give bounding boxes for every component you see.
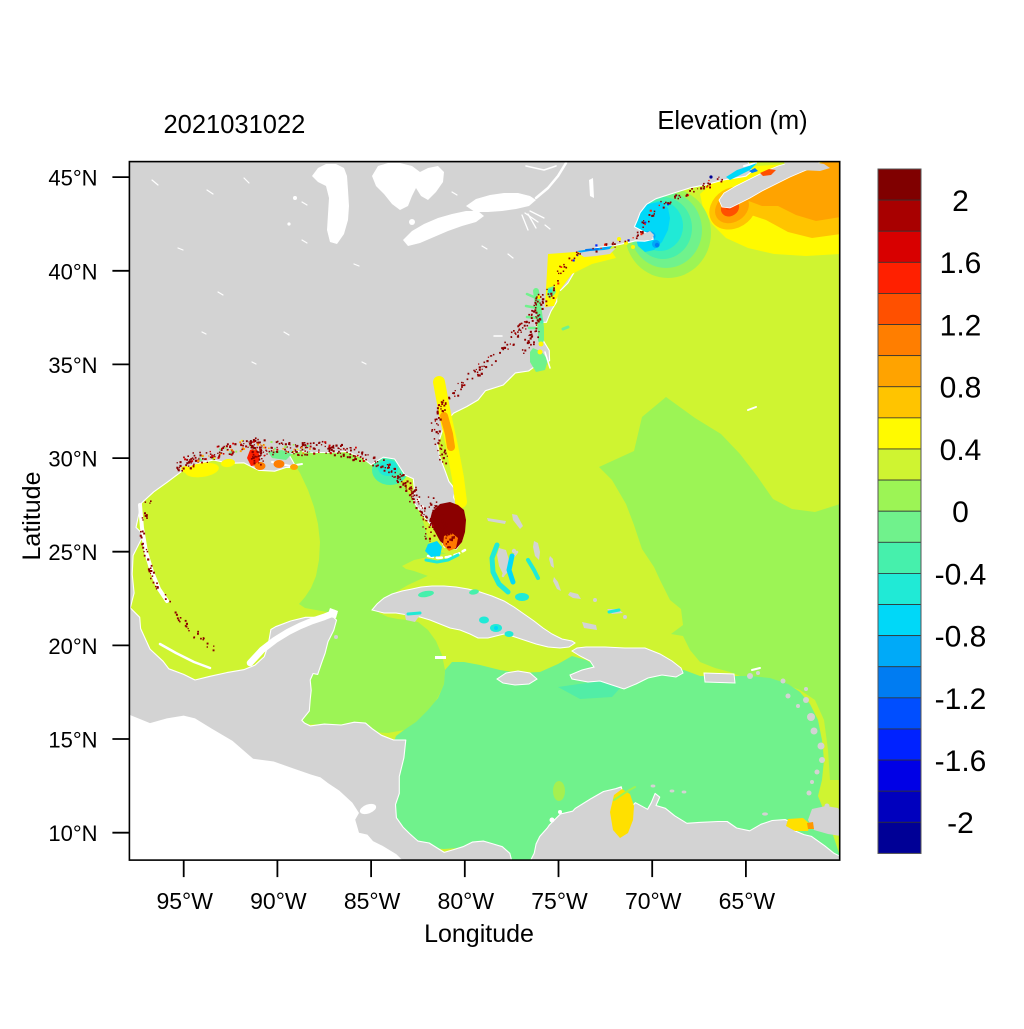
- svg-text:15°N: 15°N: [48, 728, 97, 753]
- svg-text:1.2: 1.2: [940, 309, 982, 342]
- svg-text:85°W: 85°W: [344, 888, 401, 914]
- svg-text:Elevation (m): Elevation (m): [657, 107, 807, 135]
- svg-text:2: 2: [952, 185, 969, 218]
- svg-text:Longitude: Longitude: [424, 920, 534, 948]
- svg-text:-2: -2: [947, 807, 974, 840]
- svg-text:-1.2: -1.2: [935, 683, 987, 716]
- svg-text:95°W: 95°W: [156, 888, 213, 914]
- svg-text:20°N: 20°N: [48, 634, 97, 659]
- svg-text:70°W: 70°W: [625, 888, 682, 914]
- svg-text:80°W: 80°W: [438, 888, 495, 914]
- svg-text:-1.6: -1.6: [935, 745, 987, 778]
- svg-text:10°N: 10°N: [48, 821, 97, 846]
- svg-text:35°N: 35°N: [48, 353, 97, 378]
- svg-text:0.4: 0.4: [940, 434, 982, 467]
- svg-text:0.8: 0.8: [940, 372, 982, 405]
- svg-text:40°N: 40°N: [48, 259, 97, 284]
- svg-text:-0.8: -0.8: [935, 621, 987, 654]
- svg-text:45°N: 45°N: [48, 166, 97, 191]
- svg-text:0: 0: [952, 496, 969, 529]
- svg-text:65°W: 65°W: [719, 888, 776, 914]
- svg-text:30°N: 30°N: [48, 447, 97, 472]
- svg-text:90°W: 90°W: [250, 888, 307, 914]
- svg-text:Latitude: Latitude: [18, 472, 46, 561]
- svg-text:75°W: 75°W: [531, 888, 588, 914]
- svg-text:2021031022: 2021031022: [163, 111, 305, 139]
- svg-text:-0.4: -0.4: [935, 558, 987, 591]
- svg-text:1.6: 1.6: [940, 247, 982, 280]
- svg-text:25°N: 25°N: [48, 540, 97, 565]
